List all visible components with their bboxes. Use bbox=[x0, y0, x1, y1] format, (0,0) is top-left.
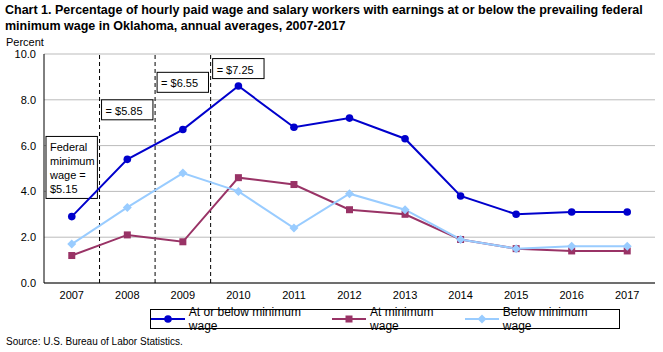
svg-text:2011: 2011 bbox=[282, 289, 306, 301]
svg-text:4.0: 4.0 bbox=[21, 185, 36, 197]
svg-text:2007: 2007 bbox=[60, 289, 84, 301]
svg-text:= $7.25: = $7.25 bbox=[217, 64, 254, 76]
svg-text:2015: 2015 bbox=[504, 289, 528, 301]
svg-text:8.0: 8.0 bbox=[21, 94, 36, 106]
svg-text:2016: 2016 bbox=[559, 289, 583, 301]
svg-text:minimum: minimum bbox=[50, 155, 95, 167]
svg-text:6.0: 6.0 bbox=[21, 140, 36, 152]
svg-text:= $5.85: = $5.85 bbox=[106, 105, 143, 117]
svg-text:wage =: wage = bbox=[49, 169, 86, 181]
svg-text:2012: 2012 bbox=[337, 289, 361, 301]
svg-text:= $6.55: = $6.55 bbox=[161, 77, 198, 89]
html-text:At or below minimum wage: At or below minimum wage bbox=[188, 305, 301, 333]
html-text:At minimum wage: At minimum wage bbox=[370, 305, 434, 333]
svg-text:2009: 2009 bbox=[171, 289, 195, 301]
svg-text:2014: 2014 bbox=[448, 289, 472, 301]
svg-text:$5.15: $5.15 bbox=[50, 183, 78, 195]
svg-text:10.0: 10.0 bbox=[15, 48, 36, 60]
html-text:Below minimum wage: Below minimum wage bbox=[502, 305, 588, 333]
svg-text:2008: 2008 bbox=[115, 289, 139, 301]
svg-text:Federal: Federal bbox=[50, 141, 87, 153]
html-text:Source: U.S. Bureau of Labor S: Source: U.S. Bureau of Labor Statistics. bbox=[6, 336, 183, 347]
svg-text:2013: 2013 bbox=[393, 289, 417, 301]
svg-text:2010: 2010 bbox=[226, 289, 250, 301]
html-text:Chart 1. Percentage of hourly: Chart 1. Percentage of hourly paid wage … bbox=[5, 3, 643, 33]
svg-text:0.0: 0.0 bbox=[21, 277, 36, 289]
svg-text:2.0: 2.0 bbox=[21, 231, 36, 243]
svg-text:2017: 2017 bbox=[615, 289, 639, 301]
html-text:Percent: Percent bbox=[6, 36, 44, 48]
